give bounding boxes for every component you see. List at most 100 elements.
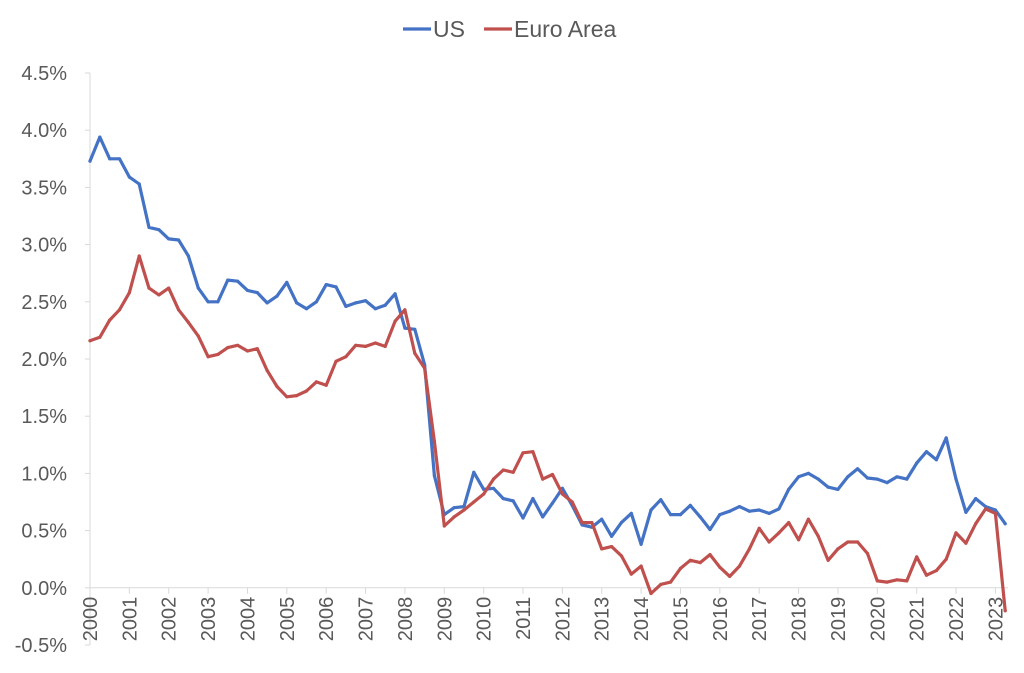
data-point	[590, 521, 594, 525]
data-point	[806, 517, 811, 521]
data-point	[216, 300, 220, 304]
data-point	[432, 474, 436, 478]
data-point	[885, 481, 889, 485]
data-point	[373, 341, 377, 345]
y-tick-label: 3.5%	[21, 177, 67, 199]
data-point	[865, 551, 870, 556]
y-tick-label: -0.5%	[15, 635, 67, 657]
data-point	[324, 283, 328, 287]
y-tick-label: 0.0%	[21, 578, 67, 600]
data-point	[364, 299, 368, 303]
data-point	[452, 515, 456, 519]
x-tick-label: 2000	[80, 597, 102, 642]
data-point	[797, 475, 801, 479]
data-point	[275, 384, 279, 389]
data-point	[836, 547, 840, 551]
data-point	[659, 498, 663, 502]
data-point	[718, 565, 722, 569]
data-point	[354, 343, 358, 347]
data-point	[816, 534, 820, 538]
data-point	[787, 487, 791, 491]
data-point	[797, 538, 801, 542]
x-axis: 2000 2001 2002 2003 2004 2005 2006 2007 2008 2009…	[80, 587, 1008, 642]
data-point	[127, 175, 131, 179]
data-point	[304, 307, 309, 311]
legend-label: US	[433, 16, 465, 42]
data-point	[787, 521, 791, 525]
data-point	[383, 303, 387, 307]
data-point	[806, 471, 811, 475]
data-point	[895, 578, 899, 582]
data-point	[934, 569, 939, 573]
data-point	[177, 308, 181, 312]
data-point	[344, 304, 348, 308]
data-point	[570, 500, 574, 504]
data-point	[186, 320, 190, 324]
data-point	[954, 477, 958, 481]
data-point	[295, 394, 299, 398]
data-point	[826, 485, 830, 489]
y-tick-label: 3.0%	[21, 235, 67, 257]
data-point	[314, 300, 318, 304]
data-point	[610, 545, 614, 549]
series-euro-area	[88, 254, 1007, 613]
data-point	[373, 307, 377, 311]
data-point	[137, 254, 141, 258]
data-point	[196, 286, 200, 290]
data-point	[511, 470, 515, 474]
data-point	[816, 477, 820, 481]
data-point	[836, 487, 840, 491]
x-tick-label: 2020	[867, 597, 889, 642]
data-point	[757, 508, 761, 512]
data-point	[364, 344, 368, 348]
data-point	[846, 475, 850, 479]
data-point	[777, 507, 781, 511]
x-tick-label: 2022	[946, 597, 968, 642]
data-point	[304, 389, 309, 393]
y-tick-label: 2.0%	[21, 349, 67, 371]
data-point	[856, 540, 860, 544]
data-point	[393, 292, 397, 296]
data-point	[747, 547, 752, 551]
data-point	[216, 352, 220, 356]
x-tick-label: 2016	[710, 597, 732, 642]
data-point	[147, 225, 151, 229]
data-point	[728, 509, 732, 513]
data-point	[442, 524, 446, 528]
y-axis: -0.5% 0.0% 0.5% 1.0% 1.5% 2.0% 2.5% 3.0% 3.5% 4.0…	[15, 63, 91, 657]
data-point	[944, 557, 948, 561]
data-point	[472, 470, 476, 474]
data-point	[649, 591, 653, 596]
data-point	[98, 335, 102, 339]
data-point	[157, 228, 161, 232]
data-point	[275, 294, 279, 298]
x-tick-label: 2003	[198, 597, 220, 642]
data-point	[767, 540, 771, 544]
data-point	[521, 516, 525, 520]
y-tick-label: 4.5%	[21, 63, 67, 85]
x-tick-label: 2002	[159, 597, 181, 642]
data-point	[255, 291, 259, 295]
data-point	[383, 344, 387, 348]
x-tick-label: 2019	[828, 597, 850, 642]
data-point	[629, 511, 633, 515]
data-point	[993, 508, 998, 512]
data-point	[619, 554, 624, 558]
data-point	[452, 506, 456, 510]
y-tick-label: 1.5%	[21, 406, 67, 428]
data-point	[560, 492, 565, 496]
data-point	[905, 579, 909, 583]
x-tick-label: 2012	[552, 597, 574, 642]
data-point	[767, 511, 771, 515]
data-point	[974, 522, 978, 526]
data-point	[639, 564, 643, 568]
x-tick-label: 2015	[670, 597, 692, 642]
data-point	[777, 531, 781, 535]
data-point	[462, 508, 466, 512]
data-point	[826, 558, 830, 562]
x-tick-label: 2021	[907, 597, 929, 642]
data-point	[875, 579, 879, 583]
data-point	[698, 515, 702, 519]
x-tick-label: 2023	[985, 597, 1007, 642]
